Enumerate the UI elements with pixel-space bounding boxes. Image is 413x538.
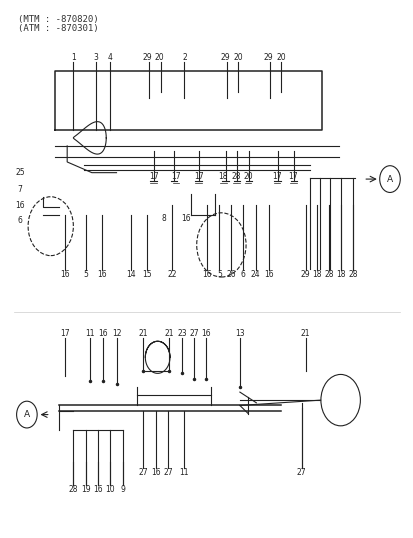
Text: 29: 29 <box>263 53 273 62</box>
Text: 12: 12 <box>112 329 122 338</box>
Text: 1: 1 <box>71 53 76 62</box>
Text: A: A <box>386 175 392 183</box>
Text: 10: 10 <box>105 485 115 494</box>
Text: 29: 29 <box>142 53 152 62</box>
Text: 27: 27 <box>138 468 148 477</box>
Text: 16: 16 <box>201 329 211 338</box>
Text: 6: 6 <box>17 216 22 225</box>
Text: 8: 8 <box>161 214 166 223</box>
Text: 20: 20 <box>233 53 242 62</box>
Text: 27: 27 <box>189 329 198 338</box>
Text: 18: 18 <box>335 270 345 279</box>
Text: 16: 16 <box>263 270 273 279</box>
Text: 16: 16 <box>93 485 102 494</box>
Text: 6: 6 <box>240 270 245 279</box>
Text: 17: 17 <box>60 329 70 338</box>
Text: 20: 20 <box>243 172 252 181</box>
Text: 20: 20 <box>154 53 164 62</box>
Text: 16: 16 <box>150 468 160 477</box>
Text: 20: 20 <box>275 53 285 62</box>
Text: 22: 22 <box>167 270 176 279</box>
Text: 26: 26 <box>225 270 235 279</box>
Text: 28: 28 <box>324 270 333 279</box>
Text: 25: 25 <box>15 168 25 177</box>
Text: 16: 16 <box>181 214 191 223</box>
Text: 19: 19 <box>81 485 90 494</box>
Text: 28: 28 <box>231 172 241 181</box>
Text: 11: 11 <box>179 468 189 477</box>
Text: 18: 18 <box>312 270 321 279</box>
Text: 17: 17 <box>194 172 203 181</box>
Text: 2: 2 <box>182 53 186 62</box>
Text: 29: 29 <box>300 270 310 279</box>
Text: 29: 29 <box>220 53 230 62</box>
Text: 5: 5 <box>216 270 221 279</box>
Text: 13: 13 <box>235 329 244 338</box>
Text: 17: 17 <box>148 172 158 181</box>
Text: (ATM : -870301): (ATM : -870301) <box>18 24 98 33</box>
Text: 28: 28 <box>69 485 78 494</box>
Text: 16: 16 <box>97 270 107 279</box>
Text: 21: 21 <box>138 329 148 338</box>
Text: 27: 27 <box>163 468 172 477</box>
Text: 17: 17 <box>271 172 281 181</box>
Text: 23: 23 <box>177 329 187 338</box>
Text: 5: 5 <box>83 270 88 279</box>
Text: A: A <box>24 410 30 419</box>
Text: 16: 16 <box>15 201 25 210</box>
Text: 21: 21 <box>300 329 310 338</box>
Text: 17: 17 <box>171 172 180 181</box>
Text: 24: 24 <box>250 270 260 279</box>
Text: 18: 18 <box>218 172 228 181</box>
Text: 15: 15 <box>142 270 152 279</box>
Text: 9: 9 <box>120 485 125 494</box>
Text: 11: 11 <box>85 329 94 338</box>
Text: 27: 27 <box>296 468 306 477</box>
Text: 16: 16 <box>60 270 70 279</box>
Text: 28: 28 <box>347 270 357 279</box>
Text: 16: 16 <box>202 270 211 279</box>
Text: (MTM : -870820): (MTM : -870820) <box>18 15 98 24</box>
Text: 3: 3 <box>93 53 98 62</box>
Text: 16: 16 <box>98 329 108 338</box>
Text: 7: 7 <box>17 185 22 194</box>
Text: 21: 21 <box>164 329 173 338</box>
Text: 4: 4 <box>108 53 112 62</box>
Text: 14: 14 <box>126 270 135 279</box>
Text: 17: 17 <box>288 172 297 181</box>
